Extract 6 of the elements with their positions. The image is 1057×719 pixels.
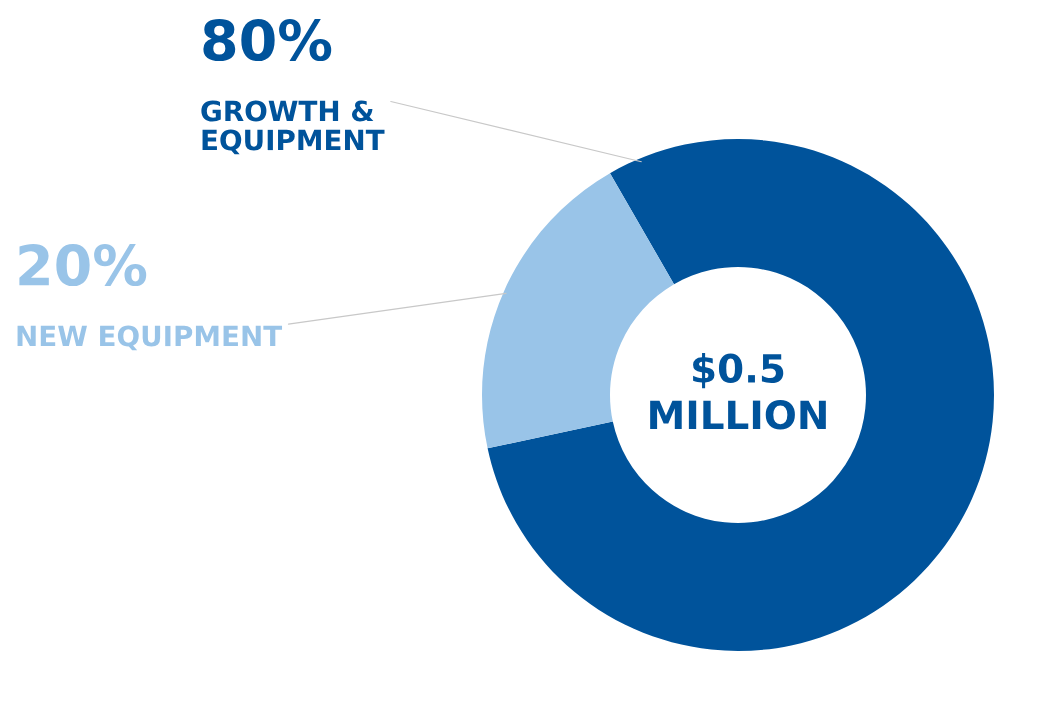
data-label: 80% [203,19,332,62]
slice-label: GROWTH & EQUIPMENT [201,100,385,155]
data-label: 20% [19,244,147,287]
donut-slice [487,139,994,651]
slice-label: NEW EQUIPMENT [17,325,283,351]
text: $0.5 MILLION [650,352,826,430]
